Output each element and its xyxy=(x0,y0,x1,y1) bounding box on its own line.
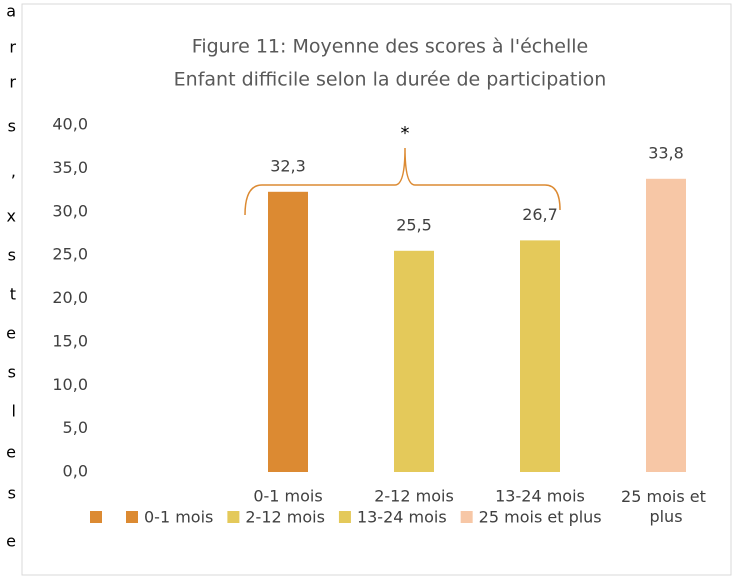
document-text-fragment: l xyxy=(12,402,16,421)
document-text-fragment: r xyxy=(9,38,16,57)
legend-label: 2-12 mois xyxy=(245,508,325,527)
y-tick-label: 5,0 xyxy=(63,418,88,437)
y-tick-label: 25,0 xyxy=(52,245,88,264)
document-text-fragment: s xyxy=(8,363,16,382)
document-text-fragment: s xyxy=(8,246,16,265)
x-tick-label: 2-12 mois xyxy=(374,487,454,506)
bar xyxy=(394,250,434,472)
legend-swatch xyxy=(90,511,102,523)
y-tick-label: 0,0 xyxy=(63,462,88,481)
document-text-fragment: e xyxy=(6,532,16,551)
y-tick-label: 40,0 xyxy=(52,115,88,134)
bar xyxy=(268,191,308,473)
document-text-fragment: a xyxy=(6,2,16,21)
x-tick-label: 0-1 mois xyxy=(253,487,322,506)
significance-mark: * xyxy=(401,123,410,144)
y-tick-label: 15,0 xyxy=(52,331,88,350)
chart-frame xyxy=(21,3,732,576)
y-tick-label: 35,0 xyxy=(52,158,88,177)
x-tick-label: 25 mois et plus xyxy=(621,487,711,526)
legend-swatch xyxy=(338,511,351,523)
chart-title: Enfant difficile selon la durée de parti… xyxy=(174,69,607,91)
legend-label: 0-1 mois xyxy=(144,508,213,527)
legend-label: 25 mois et plus xyxy=(479,508,602,527)
document-text-fragment: s xyxy=(8,484,16,503)
document-text-fragment: t xyxy=(10,285,16,304)
brace xyxy=(244,147,561,216)
legend-swatch xyxy=(227,511,240,523)
y-tick-label: 10,0 xyxy=(52,375,88,394)
bar xyxy=(520,240,560,472)
legend-swatch xyxy=(460,511,473,523)
bar xyxy=(646,178,686,472)
legend-swatch xyxy=(126,511,138,523)
document-text-fragment: e xyxy=(6,443,16,462)
y-tick-label: 20,0 xyxy=(52,288,88,307)
chart-title: Figure 11: Moyenne des scores à l'échell… xyxy=(192,36,588,58)
document-text-fragment: , xyxy=(11,162,16,181)
x-tick-label: 13-24 mois xyxy=(495,487,585,506)
document-text-fragment: r xyxy=(9,73,16,92)
document-text-fragment: e xyxy=(6,324,16,343)
document-text-fragment: x xyxy=(7,207,16,226)
y-tick-label: 30,0 xyxy=(52,201,88,220)
data-label: 33,8 xyxy=(648,143,684,162)
data-label: 26,7 xyxy=(522,205,558,224)
document-text-fragment: s xyxy=(8,117,16,136)
data-label: 32,3 xyxy=(270,156,306,175)
legend-label: 13-24 mois xyxy=(357,508,447,527)
data-label: 25,5 xyxy=(396,215,432,234)
